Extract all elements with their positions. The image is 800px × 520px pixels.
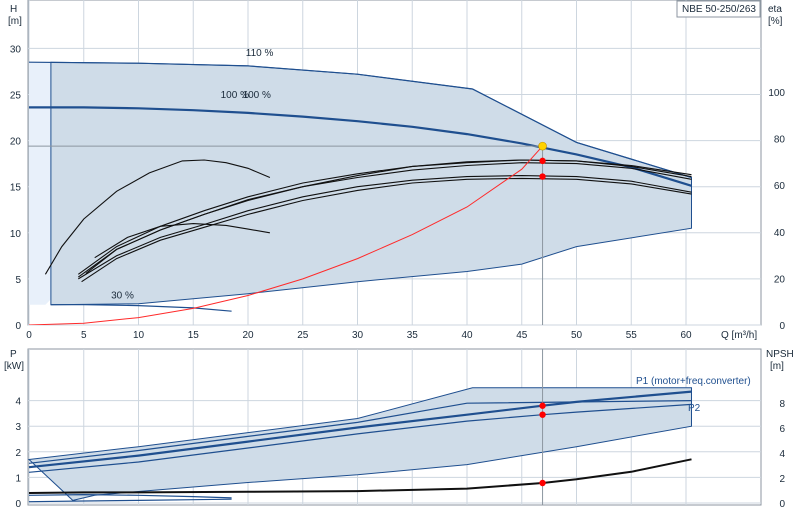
x-tick-12: 60 — [680, 330, 692, 341]
top-markers — [28, 141, 547, 325]
y-tick-6: 30 — [10, 44, 22, 55]
curve-label-2: 100 % — [243, 90, 271, 101]
top-series-head-2 — [50, 304, 232, 312]
x-tick-9: 45 — [516, 330, 528, 341]
x-tick-6: 30 — [352, 330, 364, 341]
top-series-system-10 — [28, 145, 543, 325]
npsh-tick-1: 2 — [779, 474, 785, 485]
x-tick-5: 25 — [297, 330, 309, 341]
y2-axis-unit-eta: [%] — [768, 16, 783, 27]
p-tick-1: 1 — [15, 473, 21, 484]
x-tick-4: 20 — [242, 330, 254, 341]
y2-axis-label-eta: eta — [768, 4, 782, 15]
curve-label-1: 100 % — [221, 90, 249, 101]
curve-label-3: 30 % — [111, 290, 134, 301]
p-tick-4: 4 — [15, 397, 21, 408]
x-tick-1: 5 — [81, 330, 87, 341]
y2-tick-2: 40 — [774, 228, 786, 239]
bot-series-power-2 — [28, 400, 692, 464]
bottom-series — [28, 390, 692, 503]
duty-point — [538, 141, 547, 151]
p-tick-3: 3 — [15, 422, 21, 433]
top-series-eta-7 — [85, 159, 692, 274]
y2-tick-5: 100 — [768, 88, 785, 99]
y-tick-4: 20 — [10, 137, 22, 148]
y-tick-0: 0 — [15, 321, 21, 332]
npsh-tick-3: 6 — [779, 424, 785, 435]
npsh-marker — [539, 479, 546, 487]
top-series-head-0 — [28, 61, 692, 179]
x-tick-8: 40 — [461, 330, 473, 341]
p-tick-0: 0 — [15, 499, 21, 510]
model-label-box: NBE 50-250/263 — [676, 0, 761, 18]
npsh-tick-2: 4 — [779, 449, 785, 460]
y-axis-unit-h: [m] — [8, 16, 22, 27]
y2-tick-3: 60 — [774, 181, 786, 192]
x-tick-2: 10 — [133, 330, 145, 341]
y-tick-2: 10 — [10, 229, 22, 240]
model-label: NBE 50-250/263 — [682, 4, 756, 15]
top-series-eta-8 — [44, 159, 271, 275]
bottom-markers — [539, 349, 546, 505]
y-axis-label-p: P — [10, 349, 17, 360]
npsh-tick-0: 0 — [779, 499, 785, 510]
y-tick-1: 5 — [15, 275, 21, 286]
top-envelope — [29, 61, 692, 306]
curve-labels: 110 % 100 %100 % 30 % — [111, 48, 273, 301]
head-efficiency-panel: 0 5 10 15 20 25 30 35 40 45 50 55 60 0 5 10 15 20 25 30 0 20 4… — [8, 0, 785, 341]
y2-tick-0: 0 — [779, 321, 785, 332]
x-tick-0: 0 — [26, 330, 32, 341]
bot-series-power-3 — [28, 493, 232, 499]
curve-label-0: 110 % — [246, 48, 274, 59]
y2-tick-1: 20 — [774, 274, 786, 285]
y2-tick-4: 80 — [774, 135, 786, 146]
bottom-tick-labels: 0 1 2 3 4 0 2 4 6 8 — [15, 397, 785, 510]
series-label-p1: P1 (motor+freq.converter) — [636, 376, 751, 387]
y2-axis-label-npsh: NPSH — [766, 349, 794, 360]
y2-axis-unit-npsh: [m] — [770, 361, 784, 372]
x-tick-11: 55 — [626, 330, 638, 341]
bot-series-power-4 — [28, 498, 232, 503]
bot-marker-1 — [539, 411, 546, 418]
top-series-eta-9 — [94, 223, 270, 259]
top-series-eta-4 — [81, 177, 692, 283]
y-tick-3: 15 — [10, 183, 22, 194]
top-marker-2 — [539, 173, 546, 180]
top-series-head-1 — [29, 106, 692, 187]
y-axis-label-h: H — [10, 4, 17, 15]
x-tick-10: 50 — [571, 330, 583, 341]
bot-marker-0 — [539, 402, 546, 409]
x-axis-label-q: Q [m³/h] — [721, 330, 757, 341]
y-axis-unit-p: [kW] — [4, 361, 24, 372]
top-series — [28, 61, 692, 325]
top-marker-1 — [539, 157, 546, 165]
top-series-eta-3 — [78, 175, 692, 280]
x-tick-3: 15 — [188, 330, 200, 341]
top-tick-labels: 0 5 10 15 20 25 30 35 40 45 50 55 60 0 5 10 15 20 25 30 0 20 4… — [10, 44, 786, 341]
y-tick-5: 25 — [10, 91, 22, 102]
bot-series-npsh-5 — [28, 458, 692, 494]
series-label-p2: P2 — [688, 403, 701, 414]
bot-series-power-1 — [28, 403, 692, 473]
npsh-tick-4: 8 — [779, 399, 785, 410]
x-tick-7: 35 — [407, 330, 419, 341]
p-tick-2: 2 — [15, 448, 21, 459]
power-npsh-panel: 0 1 2 3 4 0 2 4 6 8 P [kW] NPSH [m] P1 (motor+fre… — [4, 348, 794, 510]
